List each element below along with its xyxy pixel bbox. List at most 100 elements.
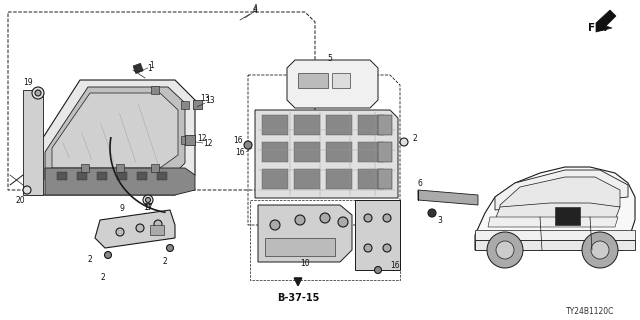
Text: 16: 16 — [390, 260, 400, 269]
Bar — [181, 101, 189, 109]
Bar — [326, 169, 352, 189]
Circle shape — [428, 209, 436, 217]
Polygon shape — [45, 168, 195, 195]
Bar — [262, 169, 288, 189]
Circle shape — [374, 267, 381, 274]
Circle shape — [364, 244, 372, 252]
Text: 2: 2 — [88, 255, 92, 265]
Bar — [137, 172, 147, 180]
Bar — [77, 172, 87, 180]
Polygon shape — [23, 90, 43, 195]
Circle shape — [143, 195, 153, 205]
Circle shape — [104, 252, 111, 259]
Bar — [294, 169, 320, 189]
Polygon shape — [475, 240, 635, 250]
Circle shape — [496, 241, 514, 259]
Bar — [265, 238, 335, 256]
Text: 13: 13 — [200, 93, 210, 102]
Bar — [151, 86, 159, 94]
Bar — [378, 142, 392, 162]
Circle shape — [166, 244, 173, 252]
Bar — [157, 172, 167, 180]
Bar — [181, 136, 189, 144]
Text: 12: 12 — [204, 139, 212, 148]
Text: 1: 1 — [148, 63, 152, 73]
Bar — [555, 207, 580, 225]
Text: 6: 6 — [417, 179, 422, 188]
Text: 13: 13 — [205, 95, 215, 105]
Text: 2: 2 — [413, 133, 417, 142]
Polygon shape — [255, 110, 398, 198]
Circle shape — [400, 138, 408, 146]
Polygon shape — [495, 170, 628, 210]
Polygon shape — [475, 230, 635, 240]
Polygon shape — [475, 167, 635, 250]
Bar — [116, 164, 124, 172]
Circle shape — [383, 214, 391, 222]
Circle shape — [320, 213, 330, 223]
Circle shape — [35, 90, 41, 96]
Text: 2: 2 — [100, 274, 106, 283]
Circle shape — [338, 217, 348, 227]
Polygon shape — [258, 205, 352, 262]
Bar — [332, 73, 350, 88]
Bar — [378, 169, 392, 189]
Circle shape — [244, 141, 252, 149]
Polygon shape — [355, 200, 400, 270]
Text: 1: 1 — [150, 60, 154, 69]
Text: B-37-15: B-37-15 — [277, 293, 319, 303]
Text: 4: 4 — [253, 4, 257, 12]
Bar — [97, 172, 107, 180]
Polygon shape — [495, 203, 620, 220]
Bar — [358, 142, 384, 162]
Bar — [133, 63, 143, 74]
Text: 9: 9 — [120, 204, 124, 212]
Bar — [298, 73, 328, 88]
Text: 17: 17 — [143, 203, 153, 212]
Polygon shape — [418, 190, 478, 205]
Text: 16: 16 — [235, 148, 245, 156]
Bar — [262, 115, 288, 135]
Circle shape — [270, 220, 280, 230]
Circle shape — [582, 232, 618, 268]
Text: 12: 12 — [197, 133, 207, 142]
Circle shape — [383, 244, 391, 252]
Bar — [57, 172, 67, 180]
Bar — [117, 172, 127, 180]
Text: 2: 2 — [163, 258, 168, 267]
Polygon shape — [52, 93, 178, 168]
Circle shape — [487, 232, 523, 268]
Circle shape — [116, 228, 124, 236]
Polygon shape — [45, 87, 185, 180]
Polygon shape — [287, 60, 378, 108]
Text: 16: 16 — [233, 135, 243, 145]
Text: TY24B1120C: TY24B1120C — [566, 308, 614, 316]
Circle shape — [145, 197, 150, 203]
Polygon shape — [596, 10, 616, 32]
Text: 9: 9 — [145, 203, 150, 212]
Bar — [150, 225, 164, 235]
Polygon shape — [30, 80, 195, 195]
Text: 19: 19 — [23, 77, 33, 86]
Text: 4: 4 — [253, 5, 257, 14]
Polygon shape — [95, 210, 175, 248]
Bar — [193, 100, 202, 109]
Bar — [151, 164, 159, 172]
Bar — [326, 142, 352, 162]
Circle shape — [32, 87, 44, 99]
Circle shape — [154, 220, 162, 228]
Polygon shape — [500, 177, 620, 210]
Circle shape — [591, 241, 609, 259]
Bar — [262, 142, 288, 162]
Bar — [358, 169, 384, 189]
Text: 5: 5 — [328, 53, 332, 62]
Bar — [378, 115, 392, 135]
Text: 20: 20 — [15, 196, 25, 204]
Text: 3: 3 — [438, 215, 442, 225]
Bar — [294, 142, 320, 162]
Bar — [81, 164, 89, 172]
Circle shape — [364, 214, 372, 222]
Circle shape — [23, 186, 31, 194]
Bar — [326, 115, 352, 135]
Bar — [294, 115, 320, 135]
